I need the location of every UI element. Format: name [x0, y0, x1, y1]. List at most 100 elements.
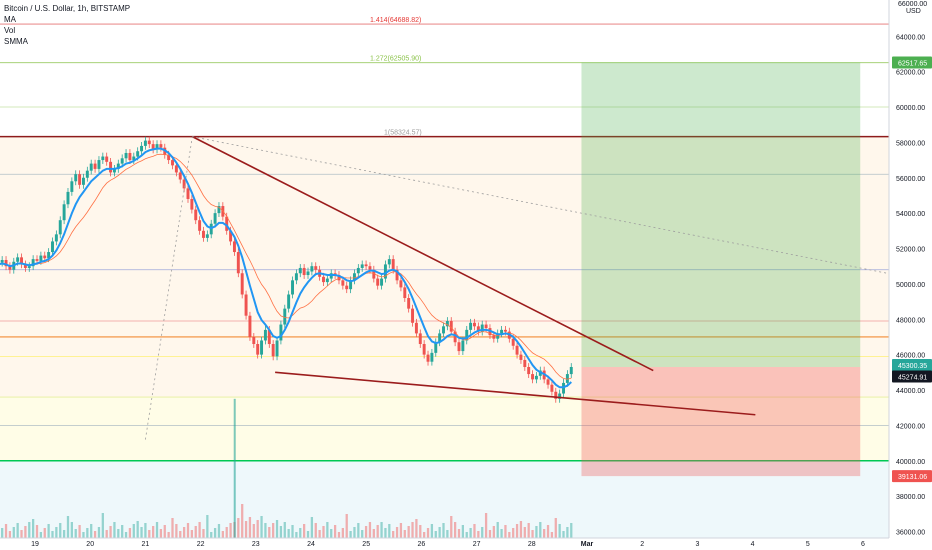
fib-diagonal — [145, 136, 193, 440]
volume-bar — [210, 532, 213, 538]
position-stop-zone — [581, 367, 861, 477]
volume-bar — [504, 525, 507, 538]
time-tick-label: 22 — [197, 541, 205, 548]
volume-bar — [159, 529, 163, 538]
candle-body — [414, 322, 418, 334]
candle-body — [395, 269, 399, 281]
smma-line — [0, 147, 572, 389]
candle-body — [364, 264, 368, 267]
volume-bar — [74, 529, 77, 538]
lower-band — [0, 397, 889, 461]
candle-body — [465, 329, 469, 341]
candle-body — [105, 156, 109, 162]
volume-bar — [163, 525, 166, 538]
volume-bar — [101, 513, 104, 538]
volume-bar — [43, 528, 46, 538]
volume-bar — [20, 530, 23, 538]
volume-bar — [268, 527, 271, 538]
time-tick-label: Mar — [581, 541, 594, 548]
volume-bar — [496, 522, 499, 538]
candle-body — [31, 259, 35, 267]
indicator-smma[interactable]: SMMA — [4, 37, 28, 46]
candle-body — [407, 298, 411, 309]
volume-bar — [206, 515, 209, 538]
volume-bar — [140, 527, 143, 538]
volume-bar — [16, 523, 19, 538]
candle-body — [534, 375, 538, 380]
price-axis-currency: USD — [906, 8, 921, 15]
candle-body — [291, 280, 294, 295]
candle-body — [263, 329, 267, 341]
volume-bar — [109, 526, 112, 538]
volume-bar — [423, 532, 426, 538]
candle-body — [39, 255, 43, 261]
volume-bar — [376, 525, 379, 538]
candle-body — [457, 342, 461, 352]
volume-bar — [461, 525, 465, 538]
candle-body — [546, 379, 550, 385]
volume-bar — [283, 522, 286, 538]
volume-bar — [322, 526, 325, 538]
volume-bar — [527, 523, 530, 538]
volume-bar — [535, 526, 538, 538]
candle-body — [16, 257, 20, 262]
candle-body — [356, 267, 360, 274]
price-axis-top-label: 66000.00 — [898, 1, 927, 8]
candle-body — [352, 273, 356, 281]
time-tick-label: 26 — [418, 541, 426, 548]
price-tick-label: 56000.00 — [896, 176, 925, 183]
volume-bar — [438, 527, 441, 538]
volume-bar — [473, 524, 476, 538]
volume-bar — [380, 522, 383, 538]
volume-bar — [566, 527, 569, 538]
volume-bar — [47, 524, 50, 538]
volume-bar — [82, 532, 85, 538]
candle-body — [178, 172, 182, 180]
volume-bar — [562, 531, 565, 538]
volume-bar — [171, 518, 174, 538]
candle-body — [120, 158, 124, 164]
candle-body — [244, 294, 248, 316]
candle-body — [434, 342, 438, 353]
candle-body — [376, 278, 380, 286]
position-target-zone — [581, 62, 861, 368]
price-tag-2 — [892, 370, 932, 383]
candle-body — [174, 165, 178, 173]
volume-bar — [4, 524, 8, 538]
volume-bar — [241, 504, 244, 538]
candle-body — [271, 344, 275, 357]
price-tick-label: 64000.00 — [896, 34, 925, 41]
fib-label-1: 1.272(62505.90) — [370, 56, 421, 63]
fib-label-0: 1.414(64688.82) — [370, 17, 421, 24]
volume-bar — [8, 531, 12, 538]
candle-body — [132, 156, 136, 161]
volume-bar — [299, 528, 302, 538]
candle-body — [314, 266, 318, 270]
candle-body — [136, 151, 140, 157]
volume-bar — [24, 526, 27, 538]
candle-body — [66, 191, 70, 205]
volume-bar — [426, 528, 430, 538]
volume-bar — [415, 519, 418, 538]
time-tick-label: 19 — [31, 541, 39, 548]
price-tick-label: 42000.00 — [896, 423, 925, 430]
candle-body — [527, 367, 531, 375]
price-tick-label: 40000.00 — [896, 459, 925, 466]
candle-body — [519, 354, 523, 360]
volume-bar — [1, 528, 4, 538]
volume-bar — [39, 532, 43, 538]
candle-body — [531, 374, 535, 380]
candle-body — [337, 275, 341, 281]
price-tick-label: 44000.00 — [896, 388, 925, 395]
candle-body — [287, 294, 291, 309]
indicator-vol[interactable]: Vol — [4, 26, 16, 35]
candle-body — [345, 285, 349, 290]
volume-bar — [384, 528, 387, 538]
volume-bar — [492, 526, 495, 538]
volume-bar — [550, 532, 554, 538]
indicator-ma[interactable]: MA — [4, 15, 16, 24]
candle-body — [565, 374, 569, 383]
volume-bar — [90, 524, 93, 538]
volume-bar — [368, 522, 372, 538]
